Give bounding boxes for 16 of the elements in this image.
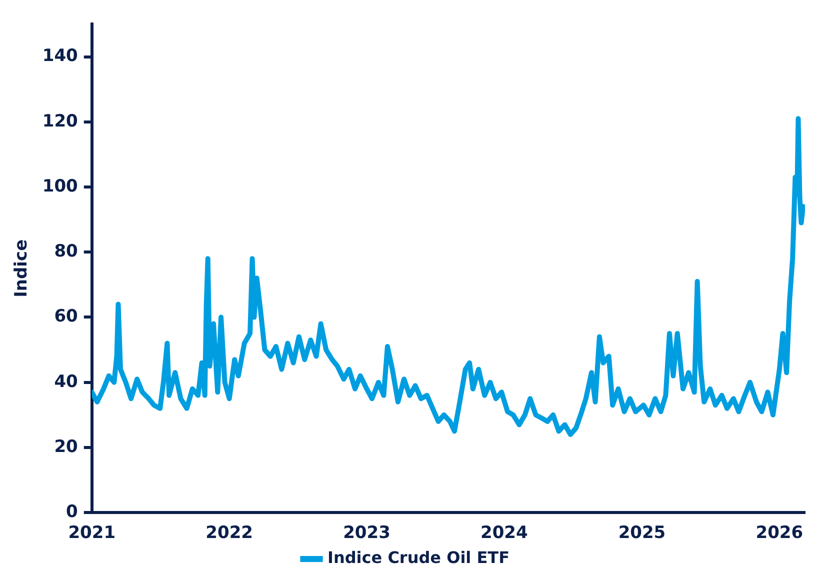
x-tick-label: 2026 [756, 523, 804, 544]
y-axis-title: Indice [12, 239, 32, 298]
x-tick-label: 2022 [206, 523, 253, 544]
y-tick-label: 60 [54, 306, 78, 327]
y-tick-label: 120 [42, 111, 78, 132]
x-tick-label: 2025 [618, 523, 666, 544]
x-tick-label: 2024 [480, 523, 528, 544]
y-tick-label: 100 [42, 176, 78, 196]
y-tick-label: 80 [54, 242, 78, 262]
x-tick-label: 2021 [68, 523, 116, 544]
legend-label: Indice Crude Oil ETF [328, 548, 510, 568]
x-tick-label: 2023 [343, 523, 390, 544]
y-tick-label: 20 [54, 436, 78, 457]
y-tick-label: 140 [42, 46, 78, 66]
y-tick-label: 0 [66, 502, 78, 522]
y-tick-label: 40 [54, 372, 78, 392]
